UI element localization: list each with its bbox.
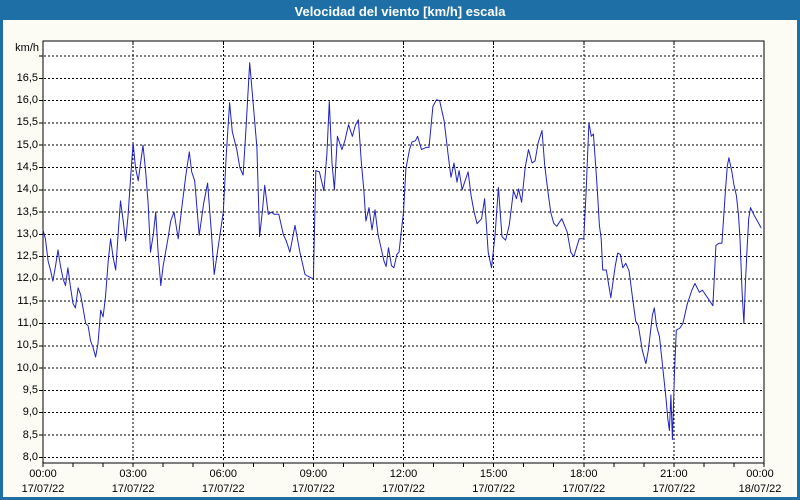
y-tick-label: 11,5 — [17, 294, 38, 307]
x-tick-time-label: 15:00 — [479, 468, 508, 480]
y-axis-unit-label: km/h — [15, 42, 39, 54]
x-tick-time-label: 00:00 — [29, 468, 57, 480]
y-tick-label: 16,0 — [16, 94, 38, 107]
y-tick-label: 12,5 — [16, 250, 38, 263]
y-tick-label: 8,0 — [22, 450, 38, 463]
x-tick-time-label: 21:00 — [660, 468, 688, 480]
y-tick-label: 15,0 — [16, 138, 38, 151]
wind-speed-chart — [39, 40, 765, 467]
y-tick-label: 8,5 — [22, 428, 38, 441]
y-tick-label: 15,5 — [16, 116, 38, 129]
y-tick-label: 9,5 — [22, 383, 38, 396]
x-tick-time-label: 09:00 — [299, 468, 328, 480]
y-tick-label: 14,5 — [16, 160, 38, 173]
x-tick-date-label: 17/07/22 — [562, 483, 606, 495]
x-tick-time-label: 06:00 — [209, 468, 238, 480]
x-tick-time-label: 12:00 — [389, 468, 418, 480]
y-tick-label: 9,0 — [22, 406, 38, 419]
y-tick-label: 13,5 — [16, 205, 38, 218]
y-tick-label: 11,0 — [17, 317, 38, 330]
x-tick-time-label: 18:00 — [569, 468, 598, 480]
y-tick-label: 10,0 — [16, 361, 38, 374]
y-tick-label: 13,0 — [16, 227, 38, 240]
y-tick-label: 14,0 — [16, 183, 38, 196]
x-tick-time-label: 00:00 — [746, 468, 774, 480]
x-tick-date-label: 17/07/22 — [21, 483, 65, 495]
x-tick-date-label: 17/07/22 — [291, 483, 335, 495]
window-titlebar: Velocidad del viento [km/h] escala — [3, 3, 797, 20]
x-tick-date-label: 17/07/22 — [111, 483, 155, 495]
y-tick-label: 10,5 — [16, 339, 38, 352]
x-tick-date-label: 18/07/22 — [738, 483, 782, 495]
x-tick-date-label: 17/07/22 — [652, 483, 696, 495]
x-tick-date-label: 17/07/22 — [382, 483, 425, 495]
wind-speed-line — [42, 62, 762, 440]
x-tick-date-label: 17/07/22 — [472, 483, 516, 495]
window-title: Velocidad del viento [km/h] escala — [294, 4, 506, 19]
x-tick-time-label: 03:00 — [119, 468, 147, 480]
y-tick-label: 12,0 — [16, 272, 38, 285]
y-tick-label: 16,5 — [16, 71, 38, 84]
x-tick-date-label: 17/07/22 — [201, 483, 245, 495]
